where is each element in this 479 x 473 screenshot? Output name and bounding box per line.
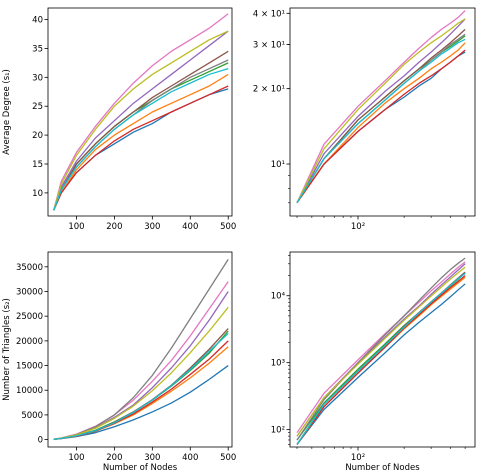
y-tick-label: 4 × 10¹ (253, 9, 285, 19)
series-line-3 (296, 35, 466, 204)
series-line-9 (296, 266, 466, 437)
y-tick-label: 20 (32, 131, 43, 141)
series-line-10 (296, 272, 466, 445)
series-line-7 (296, 261, 466, 434)
y-tick-label: 35 (32, 44, 43, 54)
x-tick-label: 10² (351, 453, 365, 463)
subplot-tr: 10² 10¹ 2 × 10¹ 3 × 10¹ 4 × 10¹ (253, 7, 476, 232)
x-tick-label: 100 (68, 222, 84, 232)
axes-frame (47, 7, 233, 217)
x-tick-label: 300 (144, 453, 160, 463)
y-tick-label: 10³ (271, 359, 285, 369)
series-line-9 (53, 306, 229, 440)
axes-frame (289, 7, 476, 217)
y-tick-label: 30 (32, 73, 43, 83)
y-tick-label: 15000 (16, 362, 43, 372)
series-line-3 (53, 330, 229, 440)
subplot-br: 10² 10² 10³ 10⁴ Number of Nodes (271, 251, 476, 473)
series-line-6 (53, 50, 229, 211)
y-tick-label: 30000 (16, 287, 43, 297)
series-line-8 (53, 259, 229, 440)
subplot-bl: 100 200 300 400 5000500010000150002000025000… (2, 251, 236, 473)
y-tick-label: 10⁴ (271, 292, 286, 302)
series-line-10 (296, 38, 466, 204)
y-tick-label: 10000 (16, 386, 43, 396)
x-tick-label: 500 (220, 453, 236, 463)
series-line-2 (53, 73, 229, 211)
y-tick-label: 3 × 10¹ (253, 41, 285, 51)
series-line-3 (53, 62, 229, 211)
series-line-7 (296, 10, 466, 204)
series-line-1 (53, 365, 229, 440)
series-line-9 (53, 30, 229, 211)
series-line-5 (53, 30, 229, 211)
x-tick-label: 400 (182, 453, 198, 463)
x-tick-label: 200 (106, 222, 122, 232)
x-axis-label: Number of Nodes (345, 463, 420, 473)
x-tick-label: 100 (68, 453, 84, 463)
axes-frame (289, 251, 476, 448)
y-tick-label: 35000 (16, 263, 43, 273)
y-tick-label: 25000 (16, 312, 43, 322)
y-axis-label: Number of Triangles (s₂) (2, 298, 12, 401)
x-tick-label: 200 (106, 453, 122, 463)
y-tick-label: 2 × 10¹ (253, 85, 285, 95)
y-tick-label: 5000 (21, 411, 43, 421)
y-tick-label: 10² (271, 426, 285, 436)
series-line-4 (296, 49, 466, 204)
series-line-1 (296, 51, 466, 204)
series-line-4 (296, 275, 466, 445)
y-tick-label: 0 (38, 436, 43, 446)
y-tick-label: 25 (32, 102, 43, 112)
series-line-8 (296, 33, 466, 204)
series-line-10 (53, 68, 229, 211)
y-tick-label: 10¹ (271, 160, 285, 170)
series-line-2 (296, 42, 466, 204)
series-line-2 (296, 276, 466, 445)
y-tick-label: 15 (32, 160, 43, 170)
series-line-1 (296, 283, 466, 445)
subplot-tl: 100 200 300 400 500 10 15 20 25 30 35 40 Average Deg… (2, 7, 236, 232)
series-line-6 (296, 28, 466, 204)
y-axis-label: Average Degree (s₁) (2, 69, 12, 155)
y-tick-label: 20000 (16, 337, 43, 347)
x-axis-label: Number of Nodes (103, 463, 178, 473)
series-line-10 (53, 332, 229, 440)
x-tick-label: 300 (144, 222, 160, 232)
x-tick-label: 400 (182, 222, 198, 232)
series-line-5 (296, 18, 466, 204)
axes-frame (47, 251, 233, 448)
series-line-7 (53, 13, 229, 211)
y-tick-label: 10 (32, 189, 43, 199)
x-tick-label: 10² (351, 222, 365, 232)
series-line-4 (53, 85, 229, 211)
series-line-9 (296, 18, 466, 204)
x-tick-label: 500 (220, 222, 236, 232)
y-tick-label: 40 (32, 16, 43, 26)
